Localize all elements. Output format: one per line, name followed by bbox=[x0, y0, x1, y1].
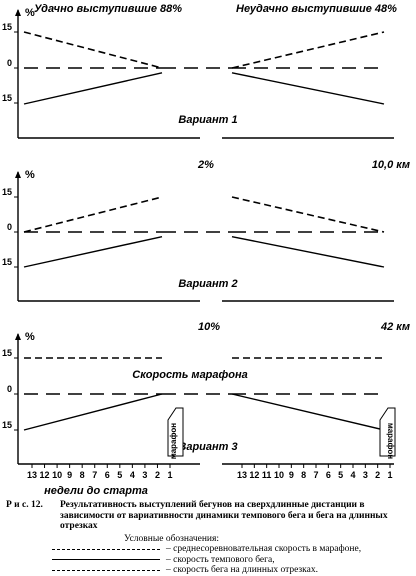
x-tick-label: 10 bbox=[52, 470, 62, 480]
distance-label: 42 км bbox=[380, 321, 410, 333]
legend-swatch-long bbox=[52, 569, 160, 571]
y-tick-label: 0 bbox=[7, 222, 12, 232]
figure-caption: Р и с. 12. Результативность выступлений … bbox=[6, 500, 410, 576]
series-long-right bbox=[231, 31, 385, 69]
y-unit-label: % bbox=[25, 7, 35, 19]
marathon-box-right bbox=[379, 407, 396, 457]
x-tick-label: 1 bbox=[167, 470, 172, 480]
y-tick-label: 15 bbox=[2, 257, 12, 267]
series-tempo-right bbox=[231, 235, 385, 268]
x-tick-label: 5 bbox=[117, 470, 122, 480]
x-axis-break bbox=[200, 135, 222, 141]
marathon-speed-label: Скорость марафона bbox=[132, 369, 247, 381]
x-axis-break bbox=[200, 298, 222, 304]
series-tempo-right bbox=[231, 393, 385, 431]
failure-label: Неудачно выступившие 48% bbox=[236, 3, 397, 15]
x-axis-break bbox=[200, 461, 222, 467]
series-long-right bbox=[231, 196, 385, 233]
x-tick-label: 12 bbox=[249, 470, 259, 480]
x-tick-label: 1 bbox=[387, 470, 392, 480]
series-tempo-left bbox=[23, 393, 163, 431]
x-tick-label: 4 bbox=[350, 470, 355, 480]
y-axis-arrow bbox=[15, 9, 21, 16]
caption-label: Р и с. 12. bbox=[6, 500, 43, 510]
series-tempo-left bbox=[23, 235, 163, 268]
y-tick-label: 15 bbox=[2, 93, 12, 103]
x-tick-label: 7 bbox=[92, 470, 97, 480]
y-axis-arrow bbox=[15, 333, 21, 340]
y-unit-label: % bbox=[25, 169, 35, 181]
x-tick-label: 4 bbox=[130, 470, 135, 480]
y-tick-label: 15 bbox=[2, 22, 12, 32]
y-axis-arrow bbox=[15, 171, 21, 178]
legend-text-marathon: – среднесоревновательная скорость в мара… bbox=[166, 544, 362, 554]
variability-label: 2% bbox=[197, 159, 214, 171]
variability-label: 10% bbox=[198, 321, 220, 333]
x-tick-label: 2 bbox=[375, 470, 380, 480]
series-tempo-right bbox=[231, 72, 385, 105]
y-tick-label: 0 bbox=[7, 58, 12, 68]
legend-swatch-marathon bbox=[52, 548, 160, 550]
x-tick-label: 7 bbox=[313, 470, 318, 480]
variant-label: Вариант 1 bbox=[178, 114, 237, 126]
variant-label: Вариант 2 bbox=[178, 278, 237, 290]
legend-swatch-tempo bbox=[52, 559, 160, 561]
x-axis-label: недели до старта bbox=[44, 485, 148, 497]
series-tempo-left bbox=[23, 72, 163, 105]
series-long-left bbox=[23, 31, 163, 69]
x-tick-label: 3 bbox=[142, 470, 147, 480]
x-tick-label: 5 bbox=[338, 470, 343, 480]
x-tick-label: 10 bbox=[274, 470, 284, 480]
x-tick-label: 9 bbox=[67, 470, 72, 480]
success-label: Удачно выступившие 88% bbox=[34, 3, 182, 15]
marathon-box-left bbox=[167, 407, 184, 457]
x-tick-label: 8 bbox=[301, 470, 306, 480]
y-tick-label: 15 bbox=[2, 420, 12, 430]
x-tick-label: 6 bbox=[326, 470, 331, 480]
x-tick-label: 13 bbox=[237, 470, 247, 480]
x-tick-label: 9 bbox=[289, 470, 294, 480]
x-tick-label: 8 bbox=[80, 470, 85, 480]
marathon-box-label-right: марафон bbox=[386, 423, 395, 459]
x-tick-label: 13 bbox=[27, 470, 37, 480]
legend-entry-tempo: – скорость темпового бега, bbox=[6, 555, 410, 566]
x-tick-label: 2 bbox=[155, 470, 160, 480]
x-tick-label: 6 bbox=[105, 470, 110, 480]
distance-label: 10,0 км bbox=[372, 159, 410, 171]
x-tick-label: 3 bbox=[363, 470, 368, 480]
y-unit-label: % bbox=[25, 331, 35, 343]
x-tick-label: 11 bbox=[262, 470, 272, 480]
y-tick-label: 15 bbox=[2, 187, 12, 197]
caption-text: Результативность выступлений бегунов на … bbox=[60, 500, 388, 531]
y-tick-label: 0 bbox=[7, 384, 12, 394]
legend-title: Условные обозначения: bbox=[124, 533, 220, 544]
x-tick-label: 12 bbox=[40, 470, 50, 480]
variant-label: Вариант 3 bbox=[178, 441, 237, 453]
legend-entry-long: – скорость бега на длинных отрезках. bbox=[6, 565, 410, 576]
y-tick-label: 15 bbox=[2, 348, 12, 358]
legend-text-long: – скорость бега на длинных отрезках. bbox=[166, 565, 318, 575]
series-long-left bbox=[23, 196, 163, 233]
legend-text-tempo: – скорость темпового бега, bbox=[166, 554, 275, 565]
legend-entry-marathon: – среднесоревновательная скорость в мара… bbox=[6, 544, 410, 555]
marathon-box-label: марафон bbox=[169, 423, 178, 459]
